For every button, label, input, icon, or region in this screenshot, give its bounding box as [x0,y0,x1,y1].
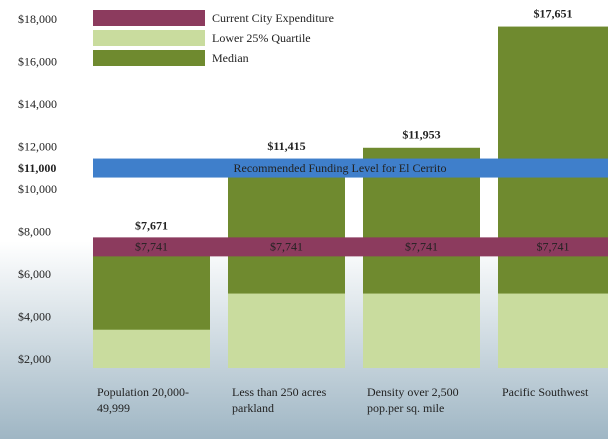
band-axis-label: $11,000 [18,161,56,175]
y-tick-label: $10,000 [18,182,57,196]
band-label: Recommended Funding Level for El Cerrito [234,161,447,175]
x-tick-label: Less than 250 acres parkland [232,385,327,415]
y-tick-label: $14,000 [18,97,57,111]
band-value-label: $7,741 [135,240,168,254]
y-tick-label: $12,000 [18,140,57,154]
bar [228,293,345,368]
bar [363,293,480,368]
bar [498,293,608,368]
x-tick-label: Density over 2,500 pop.per sq. mile [367,385,459,415]
legend-swatch [93,10,205,26]
bar [93,329,210,368]
legend-swatch [93,50,205,66]
value-label: $7,671 [135,219,168,233]
legend-swatch [93,30,205,46]
y-tick-label: $16,000 [18,54,57,68]
value-label: $17,651 [534,6,573,20]
x-tick-label: Population 20,000-49,999 [97,385,189,415]
y-tick-label: $8,000 [18,225,51,239]
y-tick-label: $2,000 [18,352,51,366]
band-value-label: $7,741 [405,240,438,254]
legend-label: Lower 25% Quartile [212,31,311,45]
x-tick-label: Pacific Southwest [502,385,589,399]
y-tick-label: $6,000 [18,267,51,281]
reference-band [93,158,608,178]
value-label: $11,953 [402,128,440,142]
band-value-label: $7,741 [270,240,303,254]
reference-band [93,237,608,257]
legend-label: Median [212,51,249,65]
legend-label: Current City Expenditure [212,11,334,25]
y-tick-label: $18,000 [18,12,57,26]
y-tick-label: $4,000 [18,310,51,324]
value-label: $11,415 [267,139,305,153]
band-value-label: $7,741 [537,240,570,254]
